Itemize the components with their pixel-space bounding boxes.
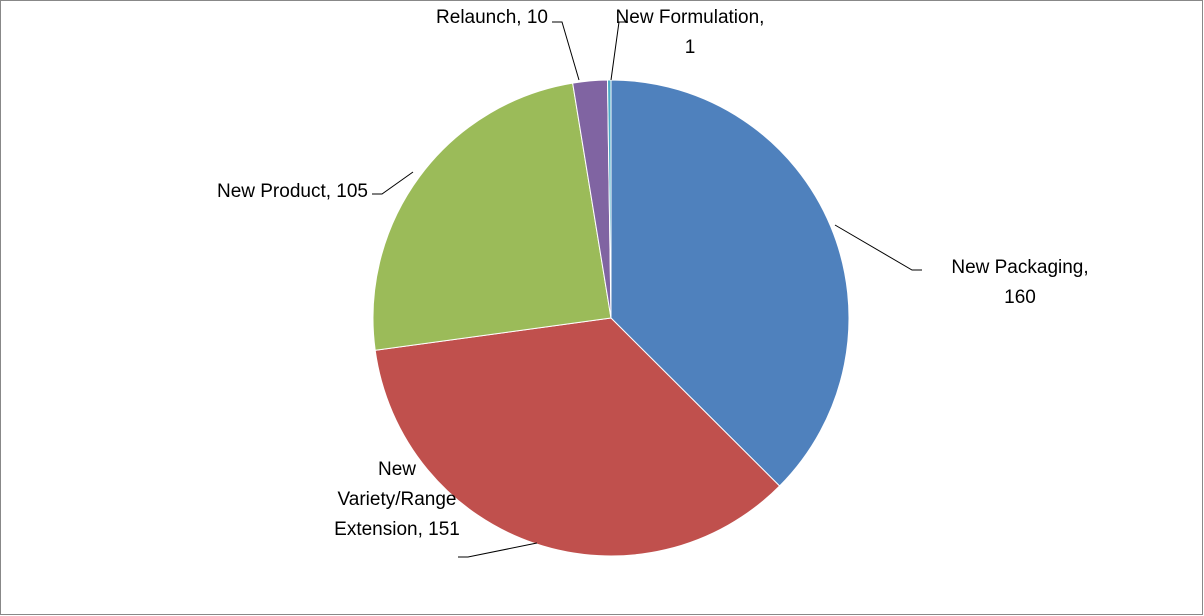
- leader-line: [610, 21, 628, 81]
- data-label: New Product, 105: [217, 181, 368, 202]
- pie-slice: [610, 79, 850, 487]
- leader-line: [834, 224, 922, 271]
- data-label: New Formulation, 1: [616, 7, 765, 58]
- leader-line: [552, 21, 580, 81]
- pie: [372, 79, 850, 557]
- pie-slice: [372, 82, 612, 351]
- leader-line: [372, 171, 414, 195]
- data-label: Relaunch, 10: [436, 7, 548, 28]
- leader-line: [458, 542, 538, 558]
- pie-slice: [606, 79, 612, 319]
- data-label: New Variety/Range Extension, 151: [334, 459, 460, 540]
- data-label: New Packaging, 160: [951, 257, 1088, 308]
